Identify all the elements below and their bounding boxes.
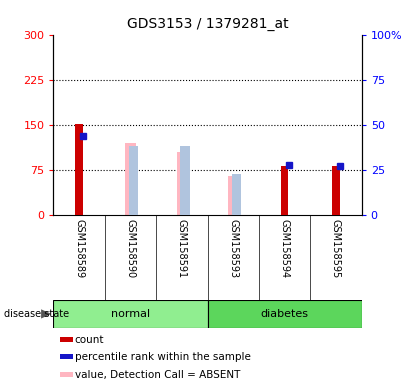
- Bar: [180, 146, 189, 215]
- Bar: [125, 143, 136, 215]
- Bar: [228, 176, 238, 215]
- Text: GSM158593: GSM158593: [228, 219, 238, 278]
- Bar: [60, 372, 73, 377]
- Text: GSM158595: GSM158595: [331, 219, 341, 278]
- Bar: [332, 166, 340, 215]
- Text: GSM158591: GSM158591: [177, 219, 187, 278]
- Polygon shape: [41, 310, 51, 318]
- Text: GSM158594: GSM158594: [279, 219, 290, 278]
- Bar: [53, 300, 208, 328]
- Bar: [232, 174, 241, 215]
- Bar: [129, 146, 138, 215]
- Text: diabetes: diabetes: [261, 309, 309, 319]
- Bar: [60, 354, 73, 359]
- Bar: [177, 152, 187, 215]
- Bar: [208, 300, 362, 328]
- Bar: [75, 124, 83, 215]
- Text: GSM158589: GSM158589: [74, 219, 84, 278]
- Text: count: count: [75, 334, 104, 344]
- Text: disease state: disease state: [4, 309, 69, 319]
- Bar: [281, 166, 289, 215]
- Bar: [60, 337, 73, 342]
- Text: normal: normal: [111, 309, 150, 319]
- Text: value, Detection Call = ABSENT: value, Detection Call = ABSENT: [75, 370, 240, 380]
- Title: GDS3153 / 1379281_at: GDS3153 / 1379281_at: [127, 17, 289, 31]
- Text: GSM158590: GSM158590: [125, 219, 136, 278]
- Text: percentile rank within the sample: percentile rank within the sample: [75, 352, 251, 362]
